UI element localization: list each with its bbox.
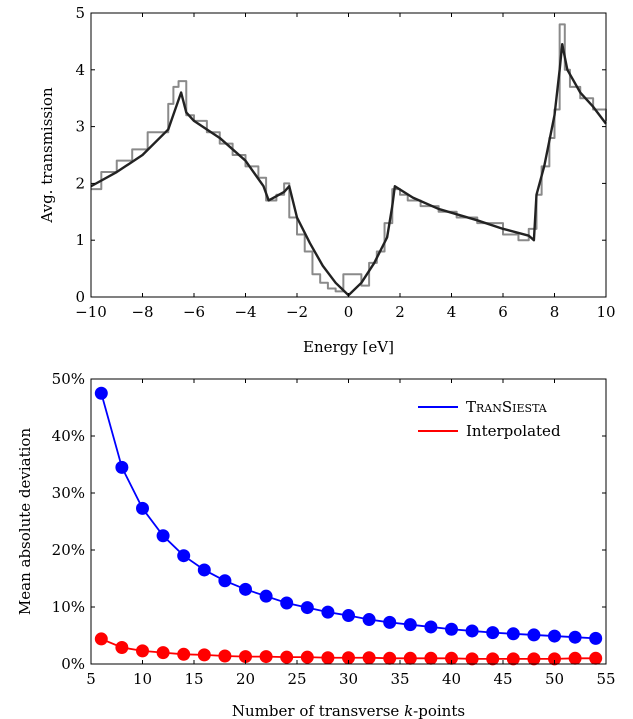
data-point [506, 652, 520, 666]
data-point [342, 609, 355, 623]
data-point [383, 615, 397, 629]
data-point [115, 460, 129, 474]
x-tick-label: 4 [447, 303, 457, 321]
data-point [486, 626, 500, 640]
data-point [548, 652, 561, 666]
data-point [568, 630, 582, 644]
data-point [156, 529, 170, 543]
data-point [424, 651, 438, 665]
data-point [589, 651, 603, 665]
data-point [156, 646, 170, 660]
data-point [383, 651, 397, 665]
x-tick-label: 0 [344, 303, 354, 321]
data-point [280, 596, 294, 610]
y-tick-label: 30% [52, 484, 85, 502]
transmission-plot-area [90, 23, 607, 297]
x-tick-label: 5 [86, 670, 96, 688]
data-point [136, 644, 149, 658]
data-point [403, 651, 417, 665]
x-tick-label: 20 [236, 670, 255, 688]
data-point [259, 650, 273, 664]
x-tick-label: 50 [545, 670, 564, 688]
y-tick-label: 3 [75, 118, 85, 136]
data-point [94, 632, 108, 646]
data-point [94, 386, 108, 400]
data-point [424, 620, 438, 634]
data-point [362, 613, 376, 627]
y-tick-label: 50% [52, 370, 85, 388]
x-tick-label: 25 [287, 670, 306, 688]
x-tick-label: 30 [339, 670, 358, 688]
y-tick-label: 20% [52, 541, 85, 559]
data-point [197, 563, 211, 577]
data-point [362, 651, 376, 665]
transmission-plot-frame [90, 12, 607, 298]
x-tick-label: 10 [133, 670, 152, 688]
deviation-legend: TRANSIESTA Interpolated [418, 398, 561, 440]
data-point [548, 629, 561, 643]
data-point [218, 649, 232, 663]
x-tick-label: 2 [395, 303, 405, 321]
x-tick-label: 40 [442, 670, 461, 688]
y-tick-label: 2 [75, 174, 85, 192]
x-tick-label: −10 [75, 303, 107, 321]
data-point [177, 647, 191, 661]
x-tick-label: 10 [596, 303, 615, 321]
x-tick-label: −4 [234, 303, 256, 321]
data-point [218, 574, 232, 588]
data-point [506, 627, 520, 641]
data-point [465, 652, 479, 666]
x-tick-label: −6 [183, 303, 205, 321]
x-tick-label: 55 [596, 670, 615, 688]
deviation-chart: 5 10 15 20 25 30 35 40 45 50 55 0% 10% 20% 30% 40% 50% N… [16, 370, 616, 719]
data-point [300, 650, 314, 664]
data-point [177, 549, 191, 563]
y-tick-label: 40% [52, 427, 85, 445]
legend-label: TRANSIESTA [466, 398, 548, 416]
x-tick-label: 35 [390, 670, 409, 688]
data-point [197, 648, 211, 662]
data-point [239, 582, 252, 596]
x-tick-label: −2 [286, 303, 308, 321]
x-tick-label: 45 [493, 670, 512, 688]
x-tick-label: 15 [184, 670, 203, 688]
x-tick-label: 8 [550, 303, 560, 321]
x-tick-label: 6 [498, 303, 508, 321]
transmission-step-curve [91, 23, 607, 293]
y-tick-label: 0 [75, 288, 85, 306]
legend-label: Interpolated [466, 422, 561, 440]
data-point [527, 652, 541, 666]
deviation-axis-ticks: 5 10 15 20 25 30 35 40 45 50 55 0% 10% 20% 30% 40% 50% [52, 370, 616, 688]
x-tick-label: −8 [131, 303, 153, 321]
y-tick-label: 0% [61, 655, 85, 673]
y-tick-label: 5 [75, 4, 85, 22]
data-point [321, 605, 335, 619]
y-tick-label: 10% [52, 598, 85, 616]
deviation-y-axis-label: Mean absolute deviation [16, 428, 34, 616]
data-point [445, 622, 458, 636]
transmission-chart: −10 −8 −6 −4 −2 0 2 4 6 8 10 0 1 2 3 4 5 Energy [eV] Avg… [38, 4, 616, 356]
data-point [403, 618, 417, 632]
data-point [321, 651, 335, 665]
data-point [259, 589, 273, 603]
data-point [280, 650, 294, 664]
data-point [568, 651, 582, 665]
transmission-y-axis-label: Avg. transmission [38, 87, 56, 224]
data-point [527, 628, 541, 642]
transmission-x-axis-label: Energy [eV] [303, 338, 394, 356]
data-point [465, 624, 479, 638]
deviation-x-axis-label: Number of transverse k-points [232, 702, 465, 719]
y-tick-label: 4 [75, 61, 85, 79]
data-point [486, 652, 500, 666]
data-point [300, 601, 314, 615]
data-point [136, 501, 149, 515]
transmission-axis-ticks: −10 −8 −6 −4 −2 0 2 4 6 8 10 0 1 2 3 4 5 [75, 4, 615, 321]
transmission-smooth-curve [90, 43, 607, 297]
data-point [115, 640, 129, 654]
y-tick-label: 1 [75, 231, 85, 249]
data-point [589, 631, 603, 645]
